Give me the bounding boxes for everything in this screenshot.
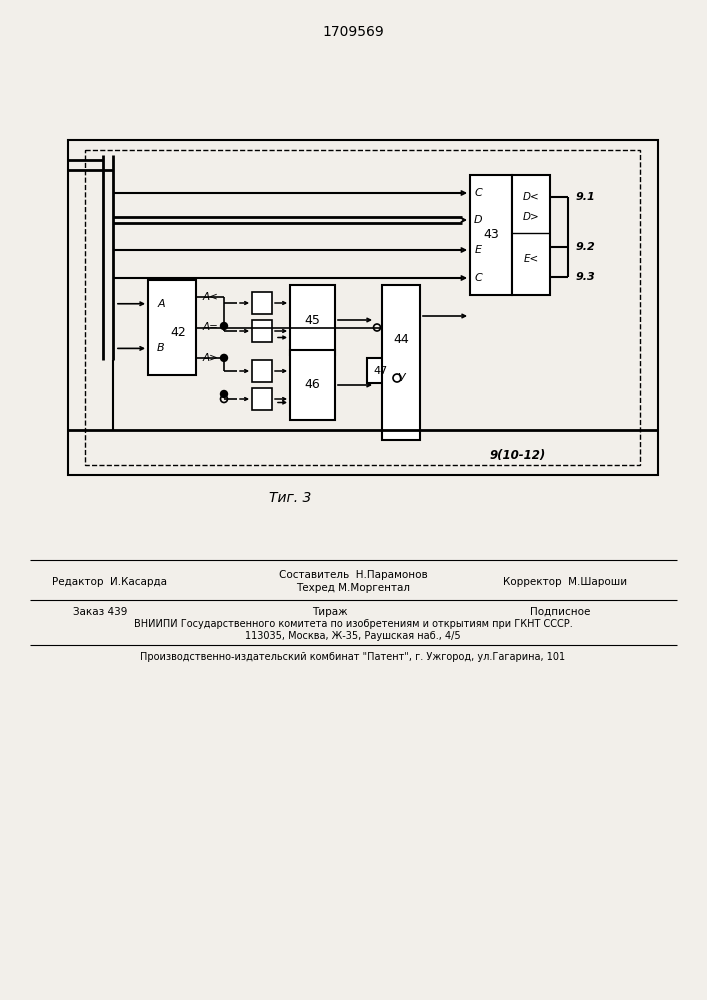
- Bar: [252, 360, 272, 382]
- Text: 113035, Москва, Ж-35, Раушская наб., 4/5: 113035, Москва, Ж-35, Раушская наб., 4/5: [245, 631, 461, 641]
- Text: 46: 46: [305, 378, 320, 391]
- Text: V: V: [397, 373, 405, 383]
- Circle shape: [221, 390, 228, 397]
- Text: Корректор  М.Шароши: Корректор М.Шароши: [503, 577, 627, 587]
- Bar: [512, 175, 550, 295]
- Text: Редактор  И.Касарда: Редактор И.Касарда: [52, 577, 168, 587]
- Text: D: D: [474, 215, 482, 225]
- Circle shape: [221, 322, 228, 330]
- Text: Заказ 439: Заказ 439: [73, 607, 127, 617]
- Text: D<: D<: [522, 192, 539, 202]
- Bar: [68, 140, 658, 475]
- Text: A>: A>: [202, 353, 218, 363]
- Bar: [252, 292, 272, 314]
- Bar: [85, 150, 640, 465]
- Text: D>: D>: [522, 212, 539, 222]
- Text: 42: 42: [170, 326, 186, 339]
- Text: E: E: [474, 245, 481, 255]
- Bar: [252, 320, 272, 342]
- Text: E<: E<: [523, 254, 539, 264]
- Text: 47: 47: [374, 365, 388, 375]
- Text: 9.2: 9.2: [576, 242, 596, 252]
- Text: ВНИИПИ Государственного комитета по изобретениям и открытиям при ГКНТ СССР.: ВНИИПИ Государственного комитета по изоб…: [134, 619, 573, 629]
- Circle shape: [221, 354, 228, 361]
- Bar: [290, 285, 335, 355]
- Text: B: B: [157, 343, 165, 353]
- Text: A<: A<: [202, 292, 218, 302]
- Text: 45: 45: [305, 314, 320, 326]
- Text: 44: 44: [393, 333, 409, 346]
- Text: C: C: [474, 188, 482, 198]
- Text: 1709569: 1709569: [322, 25, 384, 39]
- Bar: [148, 280, 196, 375]
- Text: Подписное: Подписное: [530, 607, 590, 617]
- Text: C: C: [474, 273, 482, 283]
- Text: Τиг. 3: Τиг. 3: [269, 491, 311, 505]
- Text: A: A: [157, 299, 165, 309]
- Bar: [367, 358, 395, 383]
- Bar: [290, 350, 335, 420]
- Text: 9.1: 9.1: [576, 192, 596, 202]
- Text: Тираж: Тираж: [312, 607, 348, 617]
- Text: Производственно-издательский комбинат "Патент", г. Ужгород, ул.Гагарина, 101: Производственно-издательский комбинат "П…: [141, 652, 566, 662]
- Text: Составитель  Н.Парамонов: Составитель Н.Парамонов: [279, 570, 427, 580]
- Text: 9.3: 9.3: [576, 272, 596, 282]
- Bar: [252, 388, 272, 410]
- Text: Техред М.Моргентал: Техред М.Моргентал: [296, 583, 410, 593]
- Bar: [470, 175, 512, 295]
- Bar: [382, 285, 420, 440]
- Text: 9(10-12): 9(10-12): [490, 448, 547, 462]
- Text: A=: A=: [202, 322, 218, 332]
- Text: 43: 43: [483, 229, 499, 241]
